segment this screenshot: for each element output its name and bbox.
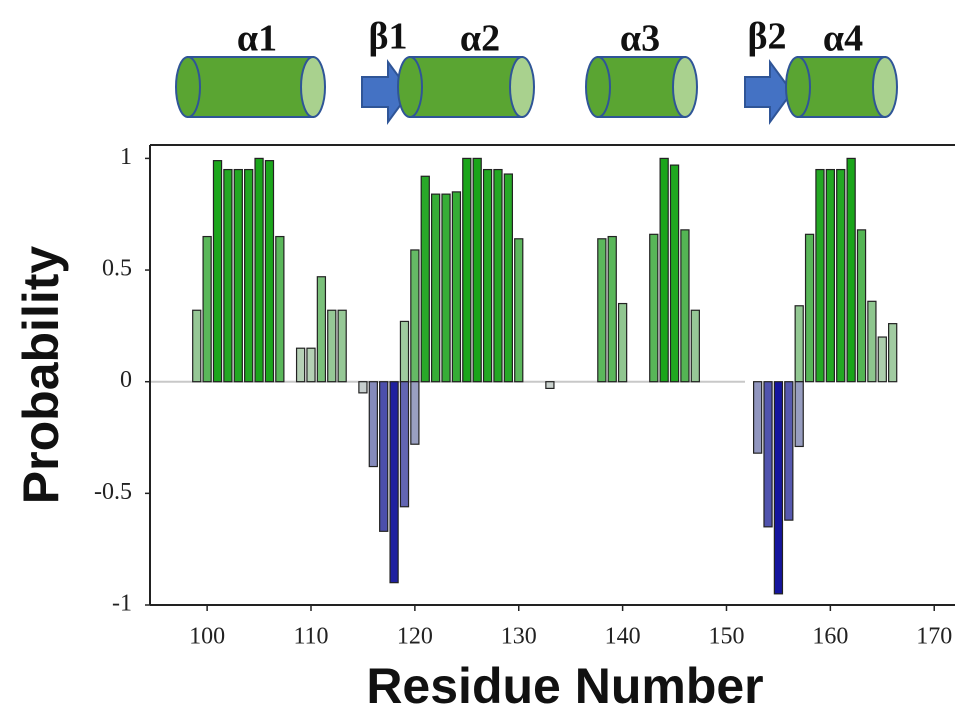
bar: [244, 168, 254, 383]
helix-cap: [300, 56, 326, 118]
bar: [295, 347, 306, 383]
bar: [462, 157, 472, 383]
bar: [482, 168, 493, 383]
x-tick-label: 150: [708, 624, 744, 650]
bar: [441, 193, 451, 383]
helix-cylinder: [597, 56, 686, 118]
helix-cap: [672, 56, 698, 118]
y-tick-label: -0.5: [94, 479, 132, 505]
bar: [399, 381, 410, 508]
x-tick-label: 160: [812, 624, 848, 650]
helix-cylinder: [409, 56, 523, 118]
bar: [379, 381, 389, 532]
bar: [399, 320, 410, 383]
bar: [503, 173, 514, 383]
strand-arrow: [744, 58, 794, 126]
helix-cap: [872, 56, 898, 118]
helix-cap: [509, 56, 535, 118]
bar: [888, 323, 898, 383]
bar: [202, 235, 212, 383]
bar: [867, 300, 877, 383]
bar: [337, 309, 347, 383]
bar: [877, 336, 887, 383]
bar: [420, 175, 430, 383]
bar: [794, 381, 804, 448]
bar: [649, 233, 659, 383]
bar: [192, 309, 202, 383]
structure-label: β2: [747, 16, 786, 58]
bar: [389, 381, 399, 584]
bar: [815, 168, 825, 383]
bar: [212, 160, 223, 383]
bar: [233, 168, 243, 383]
y-tick-label: -1: [112, 591, 132, 617]
helix-cap: [175, 56, 201, 118]
structure-label: α4: [823, 18, 863, 60]
helix-cylinder: [187, 56, 314, 118]
bar: [804, 233, 815, 383]
bar: [856, 229, 867, 383]
bar: [690, 309, 700, 383]
structure-label: α2: [460, 18, 500, 60]
secondary-structure: [175, 56, 898, 126]
y-tick-label: 1: [120, 144, 132, 170]
y-tick-label: 0: [120, 367, 132, 393]
structure-label: β1: [368, 16, 407, 58]
helix-cap: [785, 56, 811, 118]
bar: [846, 157, 856, 383]
bar: [410, 249, 420, 383]
y-axis-title: Probability: [13, 246, 69, 505]
x-tick-label: 140: [605, 624, 641, 650]
x-tick-label: 130: [501, 624, 537, 650]
bar: [680, 229, 690, 383]
bar: [794, 305, 804, 383]
bar: [264, 160, 275, 383]
bar: [275, 235, 285, 383]
bar: [316, 276, 327, 383]
bar: [607, 235, 617, 383]
bar: [368, 381, 378, 468]
x-tick-label: 110: [293, 624, 328, 650]
bar: [254, 157, 264, 383]
bar: [306, 347, 316, 383]
bar: [514, 238, 524, 383]
bar: [545, 381, 555, 389]
bar: [327, 309, 337, 383]
bar: [836, 168, 846, 383]
bar: [597, 238, 607, 383]
bar: [430, 193, 441, 383]
bar: [763, 381, 773, 528]
bar: [451, 191, 462, 383]
structure-label: α1: [237, 18, 277, 60]
y-tick-label: 0.5: [102, 256, 132, 282]
x-tick-label: 120: [397, 624, 433, 650]
x-tick-label: 100: [189, 624, 225, 650]
helix-cap: [397, 56, 423, 118]
structure-label: α3: [620, 18, 660, 60]
x-tick-label: 170: [916, 624, 952, 650]
bar: [223, 168, 233, 383]
bar: [493, 168, 503, 383]
bar: [825, 168, 836, 383]
bar: [472, 157, 482, 383]
bar: [669, 164, 680, 383]
helix-cylinder: [797, 56, 886, 118]
bar: [784, 381, 794, 521]
bar: [659, 157, 669, 383]
bar: [617, 302, 628, 383]
x-axis-title: Residue Number: [366, 658, 763, 714]
bar: [773, 381, 784, 595]
bar: [358, 381, 368, 394]
bar: [752, 381, 763, 454]
bar: [410, 381, 420, 445]
helix-cap: [585, 56, 611, 118]
